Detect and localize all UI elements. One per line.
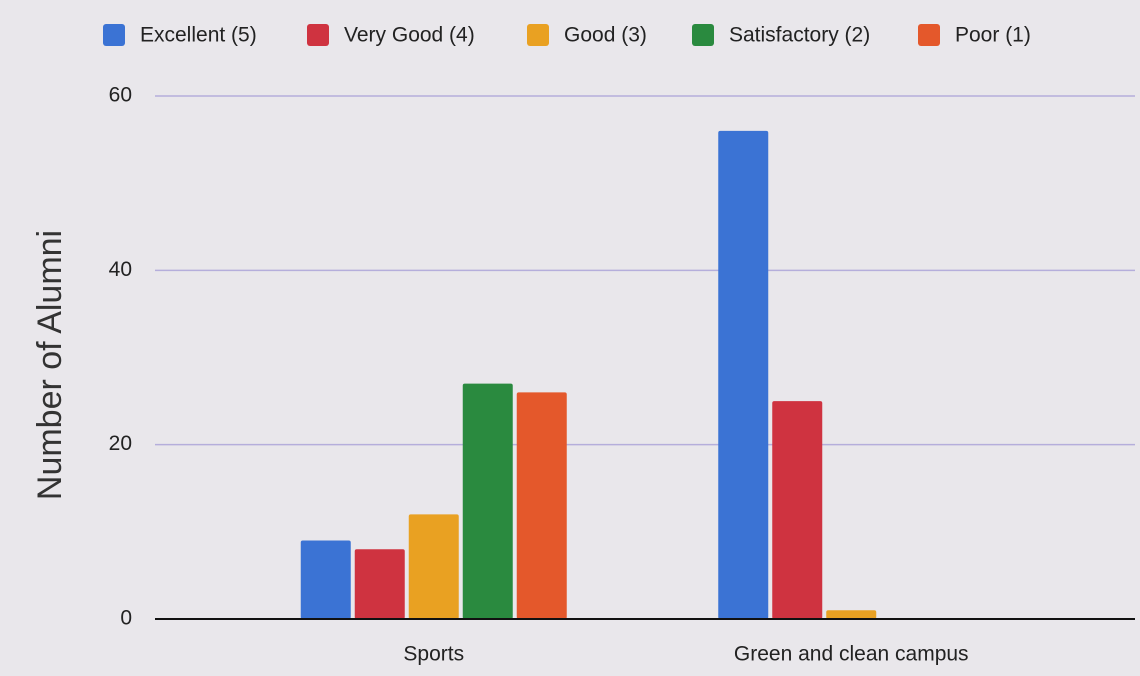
legend-label: Excellent (5) [140,24,257,47]
legend-label: Very Good (4) [344,24,475,47]
bar [516,392,567,619]
y-tick-label: 60 [109,84,132,107]
legend-label: Satisfactory (2) [729,24,870,47]
bar [408,514,459,619]
y-tick-label: 20 [109,432,132,455]
legend-swatch [918,24,940,46]
legend-swatch [103,24,125,46]
legend-label: Poor (1) [955,24,1031,47]
bar [300,540,351,619]
bar [354,549,405,619]
bar [462,383,513,619]
y-axis-label: Number of Alumni [31,230,69,500]
legend-swatch [307,24,329,46]
legend-swatch [692,24,714,46]
legend-swatch [527,24,549,46]
y-tick-label: 0 [120,607,132,630]
x-tick-label: Sports [403,643,464,666]
x-tick-label: Green and clean campus [734,643,969,666]
bar [772,401,823,619]
bar [718,130,769,619]
legend-label: Good (3) [564,24,647,47]
bar [826,610,877,619]
y-tick-label: 40 [109,258,132,281]
